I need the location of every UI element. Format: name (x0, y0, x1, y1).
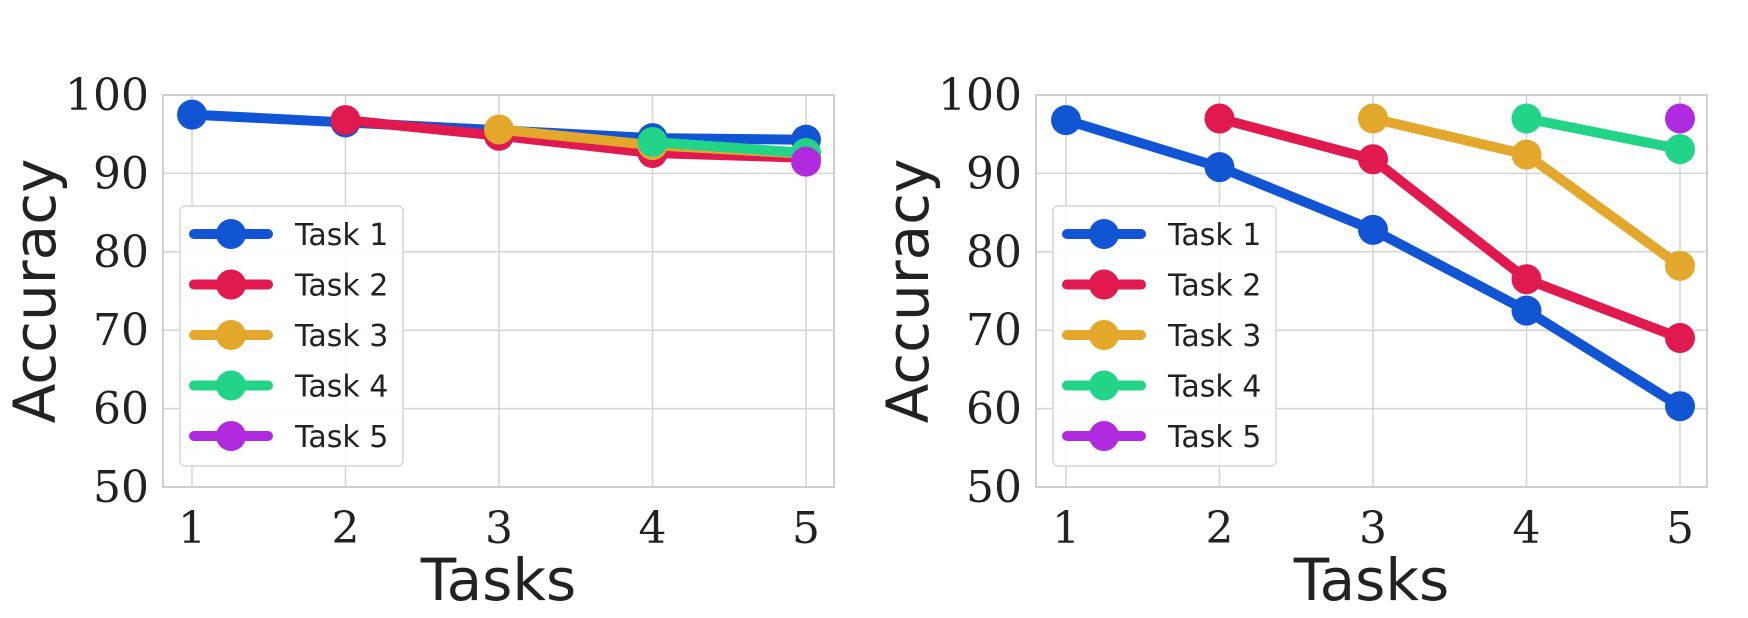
legend-label: Task 3 (294, 319, 388, 354)
x-tick-label: 3 (485, 503, 513, 554)
series-line (340, 115, 811, 163)
x-tick-label: 4 (1513, 503, 1541, 554)
series-line (1214, 113, 1685, 344)
data-point (1511, 139, 1542, 170)
legend-label: Task 2 (1167, 269, 1261, 304)
y-tick-label: 100 (938, 70, 1022, 121)
y-tick-label: 70 (966, 305, 1022, 356)
data-point (1511, 295, 1542, 326)
y-tick-label: 80 (93, 227, 149, 278)
x-tick-label: 5 (792, 503, 820, 554)
legend-label: Task 1 (1167, 218, 1261, 253)
x-tick-label: 2 (1206, 503, 1234, 554)
data-point (1358, 144, 1388, 175)
legend-label: Task 2 (294, 269, 388, 304)
series-line (1521, 113, 1685, 155)
data-point (177, 99, 207, 130)
legend-marker (1089, 269, 1119, 300)
data-point (1051, 105, 1081, 136)
legend-marker (216, 370, 246, 401)
data-point (1204, 152, 1235, 183)
data-point (330, 105, 361, 136)
y-tick-label: 90 (966, 148, 1022, 199)
x-tick-label: 1 (178, 503, 206, 554)
x-tick-label: 3 (1359, 503, 1387, 554)
legend-marker (1089, 219, 1119, 249)
left-chart: 50 60 70 80 90 100 1 2 3 4 5 Tasks Accuracy Task 1 Tas… (1, 70, 835, 614)
data-point (791, 146, 821, 177)
y-tick-label: 80 (966, 227, 1022, 278)
plot-frame (1035, 94, 1708, 488)
y-tick-label: 50 (966, 462, 1022, 513)
legend-marker (216, 320, 246, 350)
legend-marker (1089, 370, 1119, 401)
data-point (1204, 103, 1235, 134)
y-axis-label: Accuracy (1, 159, 69, 424)
legend-label: Task 5 (294, 420, 388, 455)
legend-label: Task 3 (1167, 319, 1261, 354)
data-point (484, 114, 514, 145)
legend-label: Task 4 (1167, 370, 1261, 405)
series-line (647, 137, 811, 159)
y-axis-label: Accuracy (874, 159, 942, 424)
legend-marker (216, 219, 246, 249)
y-tick-label: 70 (93, 305, 149, 356)
legend-marker (216, 269, 246, 300)
data-point (1358, 103, 1388, 134)
legend-label: Task 1 (294, 218, 388, 253)
data-point (1665, 134, 1695, 165)
data-point (1665, 103, 1695, 134)
y-tick-label: 60 (966, 384, 1022, 435)
plot-frame (162, 94, 835, 488)
right-chart: 50 60 70 80 90 100 1 2 3 4 5 Tasks Accuracy Task 1 Tas… (874, 70, 1708, 614)
data-point (1511, 103, 1542, 134)
x-tick-label: 1 (1052, 503, 1080, 554)
legend-marker (1089, 320, 1119, 350)
data-point (1665, 250, 1695, 281)
data-point (637, 127, 668, 158)
data-point (1665, 323, 1695, 354)
data-point (1665, 391, 1695, 422)
y-tick-label: 60 (93, 384, 149, 435)
x-tick-label: 5 (1666, 503, 1694, 554)
data-point (1511, 264, 1542, 295)
y-tick-label: 90 (93, 148, 149, 199)
legend-label: Task 5 (1167, 420, 1261, 455)
x-tick-label: 4 (639, 503, 667, 554)
legend-marker (216, 421, 246, 451)
legend-marker (1089, 421, 1119, 451)
legend-label: Task 4 (294, 370, 388, 405)
x-axis-label: Tasks (420, 546, 576, 614)
y-tick-label: 50 (93, 462, 149, 513)
y-tick-label: 100 (65, 70, 149, 121)
data-point (1358, 214, 1388, 245)
x-axis-label: Tasks (1293, 546, 1449, 614)
x-tick-label: 2 (332, 503, 360, 554)
